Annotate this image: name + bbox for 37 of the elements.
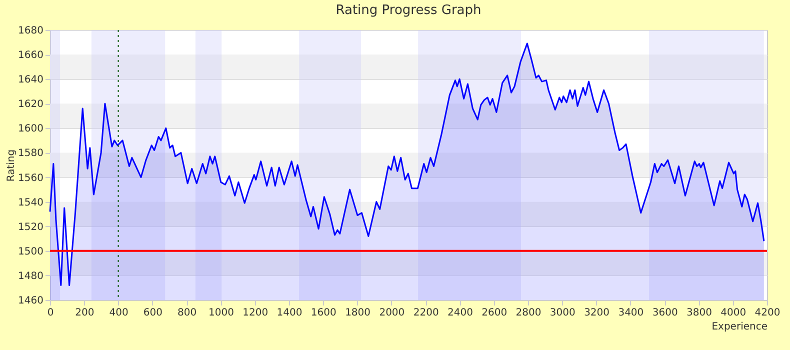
x-tick-label: 4000 xyxy=(720,308,746,318)
x-tick-label: 2600 xyxy=(482,308,508,318)
x-tick-label: 2400 xyxy=(447,308,473,318)
y-tick-label: 1460 xyxy=(18,296,44,306)
x-tick-label: 3600 xyxy=(652,308,678,318)
x-tick-label: 2000 xyxy=(379,308,405,318)
x-tick-label: 4200 xyxy=(754,308,780,318)
y-tick-label: 1680 xyxy=(18,26,44,36)
x-tick-label: 1800 xyxy=(345,308,371,318)
y-tick-label: 1640 xyxy=(18,74,44,86)
x-axis-title: Experience xyxy=(712,322,768,332)
x-tick-label: 400 xyxy=(109,308,128,318)
x-tick-label: 3400 xyxy=(618,308,644,318)
y-tick-label: 1540 xyxy=(18,197,44,208)
x-tick-label: 1000 xyxy=(208,308,234,318)
x-tick-label: 3200 xyxy=(584,308,610,318)
y-tick-label: 1580 xyxy=(18,148,44,160)
x-tick-label: 1400 xyxy=(276,308,302,318)
x-tick-label: 2800 xyxy=(516,308,542,318)
y-tick-label: 1560 xyxy=(18,172,44,184)
x-tick-label: 1200 xyxy=(242,308,268,318)
x-tick-label: 800 xyxy=(178,308,197,318)
chart-title: Rating Progress Graph xyxy=(336,3,482,18)
y-tick-label: 1620 xyxy=(18,99,44,110)
x-tick-label: 3000 xyxy=(550,308,576,318)
x-tick-label: 0 xyxy=(47,308,54,318)
x-tick-label: 600 xyxy=(143,308,162,318)
y-tick-label: 1660 xyxy=(18,50,44,62)
x-tick-label: 1600 xyxy=(310,308,336,318)
x-tick-label: 3800 xyxy=(686,308,712,318)
x-tick-label: 200 xyxy=(75,308,94,318)
y-tick-label: 1600 xyxy=(18,124,44,135)
y-tick-label: 1520 xyxy=(18,222,44,233)
x-tick-label: 2200 xyxy=(413,308,439,318)
y-axis-title: Rating xyxy=(6,149,18,182)
y-tick-label: 1480 xyxy=(18,270,44,282)
y-tick-label: 1500 xyxy=(18,246,44,258)
